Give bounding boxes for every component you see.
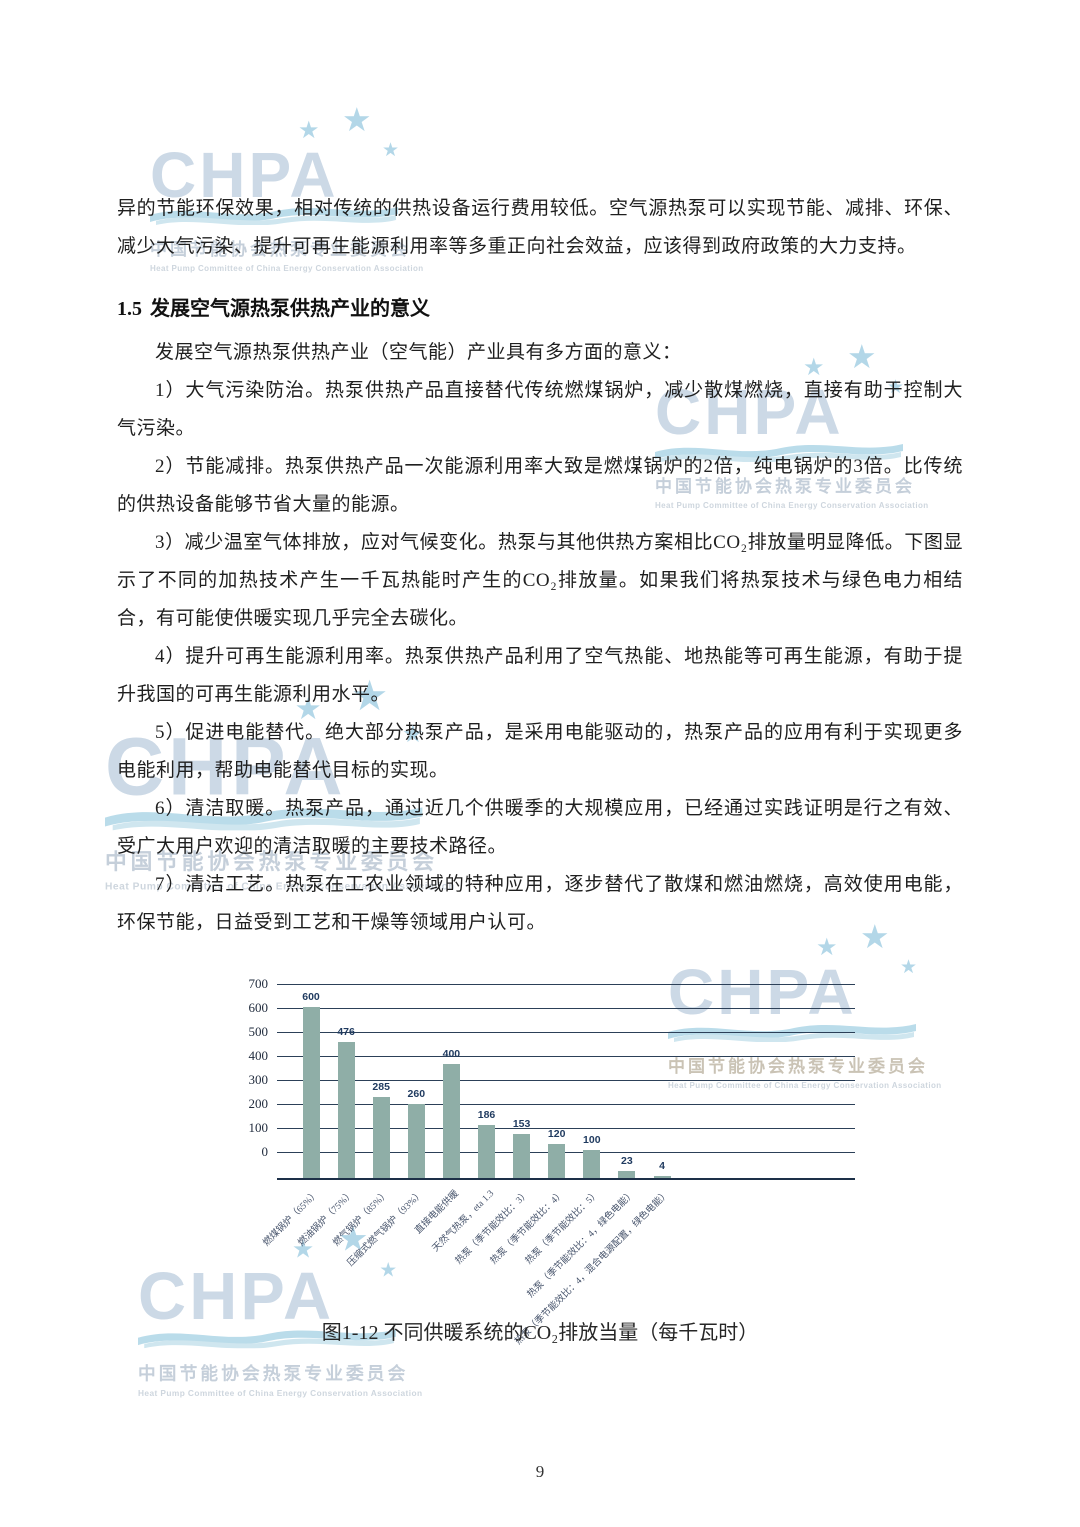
list-item: 1）大气污染防治。热泵供热产品直接替代传统燃煤锅炉，减少散煤燃烧，直接有助于控制… [117, 380, 963, 439]
star-icon: ★ [298, 118, 320, 144]
body-paragraph: 发展空气源热泵供热产业（空气能）产业具有多方面的意义： [155, 342, 682, 363]
list-item: 5）促进电能替代。绝大部分热泵产品，是采用电能驱动的，热泵产品的应用有利于实现更… [117, 722, 963, 781]
list-item: 3）减少温室气体排放，应对气候变化。热泵与其他供热方案相比CO₂排放量明显降低。… [117, 532, 963, 629]
bar-value-label: 260 [407, 1087, 426, 1100]
bar-value-label: 153 [512, 1118, 531, 1131]
star-icon: ★ [342, 103, 372, 139]
chart-gridline [277, 1104, 855, 1105]
bar-value-label: 476 [337, 1026, 355, 1039]
chart-gridline [277, 984, 855, 985]
bar [442, 1064, 460, 1178]
bar [372, 1096, 390, 1178]
bar [583, 1149, 601, 1178]
y-axis-tick-label: 100 [248, 1120, 269, 1135]
section-title: 发展空气源热泵供热产业的意义 [150, 298, 430, 320]
bar-value-label: 100 [583, 1133, 601, 1146]
y-axis-tick-label: 0 [261, 1144, 269, 1159]
y-axis-tick-label: 700 [248, 976, 269, 991]
star-icon: ★ [382, 140, 400, 161]
section-heading: 1.5 发展空气源热泵供热产业的意义 [117, 294, 963, 324]
bar-value-label: 400 [442, 1048, 461, 1060]
list-item: 6）清洁取暖。热泵产品，通过近几个供暖季的大规模应用，已经通过实践证明是行之有效… [117, 798, 963, 857]
bar [407, 1103, 425, 1178]
document-body: 异的节能环保效果，相对传统的供热设备运行费用较低。空气源热泵可以实现节能、减排、… [117, 190, 963, 942]
watermark-en-text: Heat Pump Committee of China Energy Cons… [138, 1388, 423, 1399]
chart-gridline [277, 1008, 855, 1009]
bar-value-label: 285 [372, 1080, 390, 1093]
y-axis-tick-label: 300 [248, 1072, 269, 1087]
chart-gridline [277, 1128, 855, 1129]
y-axis-tick-label: 200 [248, 1096, 269, 1111]
bar [618, 1171, 636, 1178]
list-item: 4）提升可再生能源利用率。热泵供热产品利用了空气热能、地热能等可再生能源，有助于… [117, 646, 963, 705]
co2-bar-chart: 700 600 500 400 300 200 100 0 600 燃煤锅炉（65%） 476 燃油锅… [230, 975, 920, 1347]
bar-value-label: 23 [621, 1155, 633, 1168]
chart-gridline [277, 1032, 855, 1033]
numbered-list: 1）大气污染防治。热泵供热产品直接替代传统燃煤锅炉，减少散煤燃烧，直接有助于控制… [117, 372, 963, 942]
x-axis-line [277, 1178, 855, 1180]
bar [478, 1124, 495, 1178]
bar [337, 1042, 355, 1178]
bar [548, 1143, 566, 1178]
page-number: 9 [535, 1462, 545, 1481]
bar-value-label: 600 [302, 991, 320, 1003]
list-item: 2）节能减排。热泵供热产品一次能源利用率大致是燃煤锅炉的2倍，纯电锅炉的3倍。比… [117, 456, 963, 515]
bar [513, 1134, 531, 1178]
bar-value-label: 186 [477, 1108, 496, 1121]
watermark-cn-text: 中国节能协会热泵专业委员会 [138, 1363, 409, 1384]
bar-value-label: 4 [659, 1160, 665, 1172]
chart-gridline [277, 1080, 855, 1081]
y-axis-tick-label: 400 [248, 1048, 269, 1063]
bar-value-label: 120 [547, 1127, 566, 1140]
list-item: 7）清洁工艺。热泵在工农业领域的特种应用，逐步替代了散煤和燃油燃烧，高效使用电能… [117, 874, 963, 933]
bar [302, 1007, 320, 1178]
body-paragraph: 异的节能环保效果，相对传统的供热设备运行费用较低。空气源热泵可以实现节能、减排、… [117, 198, 963, 257]
bar [653, 1176, 671, 1178]
y-axis-tick-label: 500 [248, 1024, 269, 1039]
chart-gridline [277, 1152, 855, 1153]
figure-caption: 图1-12 不同供暖系统的CO₂排放当量（每千瓦时） [321, 1322, 759, 1344]
y-axis-tick-label: 600 [248, 1000, 269, 1015]
section-number: 1.5 [117, 298, 142, 320]
chart-gridline [277, 1056, 855, 1057]
